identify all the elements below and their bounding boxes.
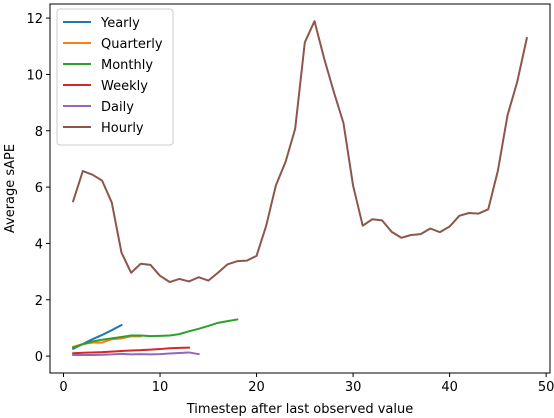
legend-label-weekly: Weekly: [101, 79, 148, 94]
series-line-hourly: [71, 20, 529, 284]
series-line-daily: [72, 351, 200, 356]
x-tick-label: 30: [345, 380, 362, 395]
y-axis-label: Average sAPE: [3, 144, 18, 233]
y-tick-label: 2: [35, 294, 43, 309]
legend-label-hourly: Hourly: [101, 121, 144, 136]
legend: Yearly Quarterly Monthly Weekly Daily Hourly: [56, 8, 174, 146]
legend-label-yearly: Yearly: [100, 16, 140, 31]
x-tick-label: 50: [538, 380, 554, 395]
legend-label-quarterly: Quarterly: [101, 37, 163, 52]
x-tick-label: 40: [441, 380, 458, 395]
y-tick-label: 6: [35, 181, 43, 196]
x-tick-label: 10: [152, 380, 169, 395]
axes: 0 10 20 30 40 50 0 2 4 6 8 10 12: [26, 3, 554, 395]
series-line-monthly: [71, 318, 239, 349]
y-tick-label: 0: [35, 350, 43, 365]
series-layer: [71, 20, 529, 356]
y-tick-label: 12: [26, 12, 43, 27]
x-tick-label: 0: [59, 380, 67, 395]
axes-frame: [49, 3, 551, 374]
x-axis-label: Timestep after last observed value: [186, 402, 413, 417]
y-tick-label: 10: [26, 68, 43, 83]
series-line-weekly: [72, 346, 191, 355]
x-tick-label: 20: [248, 380, 265, 395]
legend-label-monthly: Monthly: [101, 58, 153, 73]
y-tick-label: 4: [35, 237, 43, 252]
legend-label-daily: Daily: [101, 100, 134, 115]
y-tick-label: 8: [35, 125, 43, 140]
